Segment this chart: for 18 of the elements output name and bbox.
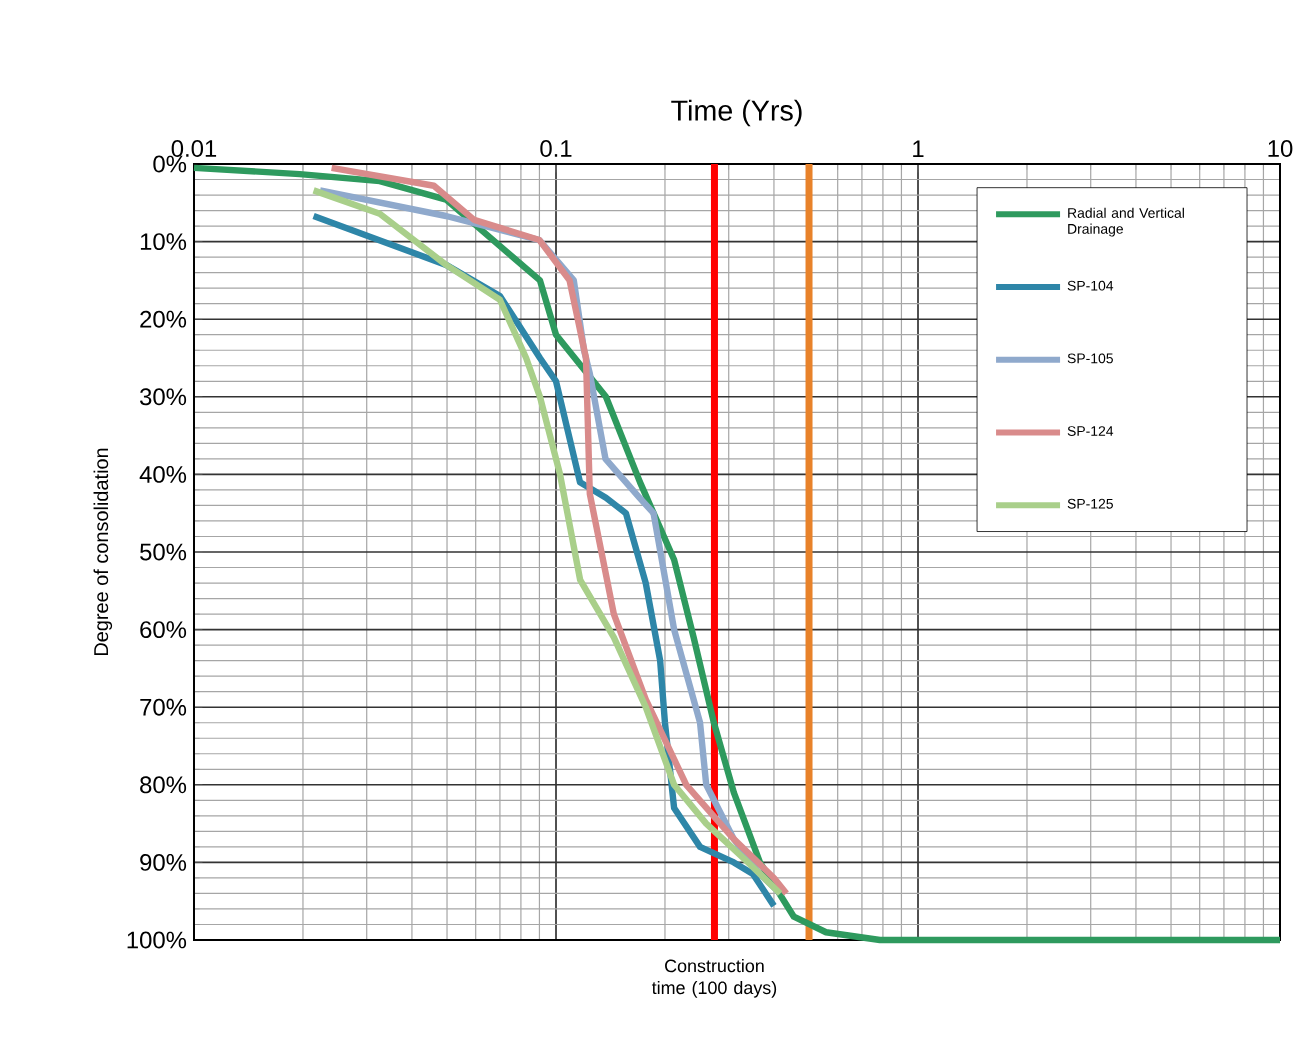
ref-line-label: Construction time (100 days) [651,959,777,998]
y-tick-label: 70% [140,698,187,716]
y-tick-label: 60% [140,621,187,639]
y-tick-label: 30% [140,388,187,406]
x-tick-label: 0.01 [171,140,217,157]
y-tick-label: 80% [140,776,187,794]
y-tick-label: 20% [140,310,187,328]
y-tick-label: 100% [127,931,187,949]
x-axis-title: Time (Yrs) [671,99,802,127]
y-tick-label: 10% [140,233,187,251]
y-tick-label: 40% [139,465,187,483]
y-tick-label: 90% [140,853,187,871]
x-tick-label: 0.1 [540,140,572,157]
y-tick-label: 50% [140,543,187,561]
x-tick-label: 1 [913,140,924,157]
x-tick-label: 10 [1268,140,1293,157]
y-axis-title: Degree of consolidation [93,448,113,656]
y-tick-label: 0% [153,155,187,173]
